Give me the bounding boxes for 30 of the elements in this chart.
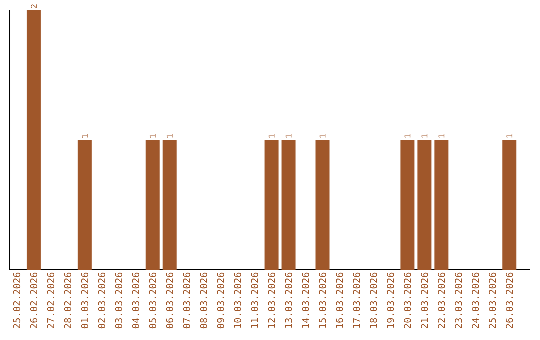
x-tick-label: 09.03.2026 [217,272,224,329]
x-tick-label: 24.03.2026 [472,272,480,328]
x-tick-label: 14.03.2026 [302,272,310,328]
x-tick-label: 18.03.2026 [370,272,378,328]
x-tick-label: 23.03.2026 [455,272,462,328]
x-tick-label: 12.03.2026 [268,272,276,328]
x-tick-label: 07.03.2026 [183,272,190,329]
x-tick-label: 26.03.2026 [506,272,514,328]
x-tick-label: 15.03.2026 [319,272,326,328]
x-tick-label: 17.03.2026 [353,272,360,328]
x-tick-label: 22.03.2026 [438,272,446,328]
x-tick-label: 02.03.2026 [98,272,106,329]
x-tick-label: 05.03.2026 [149,272,156,329]
x-tick-label: 13.03.2026 [285,272,292,328]
x-tick-label: 16.03.2026 [336,272,344,328]
x-tick-label: 08.03.2026 [200,272,208,329]
x-tick-label: 06.03.2026 [166,272,174,329]
x-tick-label: 28.02.2026 [64,272,72,328]
x-tick-label: 27.02.2026 [47,272,55,328]
x-tick-label: 21.03.2026 [421,272,428,328]
x-tick-label: 10.03.2026 [234,272,242,328]
x-tick-label: 03.03.2026 [115,272,122,329]
x-tick-label: 25.03.2026 [489,272,496,328]
x-tick-label: 11.03.2026 [251,272,258,328]
x-tick-label: 26.02.2026 [30,272,38,328]
x-tick-label: 19.03.2026 [387,272,394,328]
x-tick-label: 04.03.2026 [132,272,140,329]
x-tick-label: 20.03.2026 [404,272,412,328]
x-tick-label: 01.03.2026 [81,272,89,329]
x-tick-label: 25.02.2026 [13,272,21,328]
